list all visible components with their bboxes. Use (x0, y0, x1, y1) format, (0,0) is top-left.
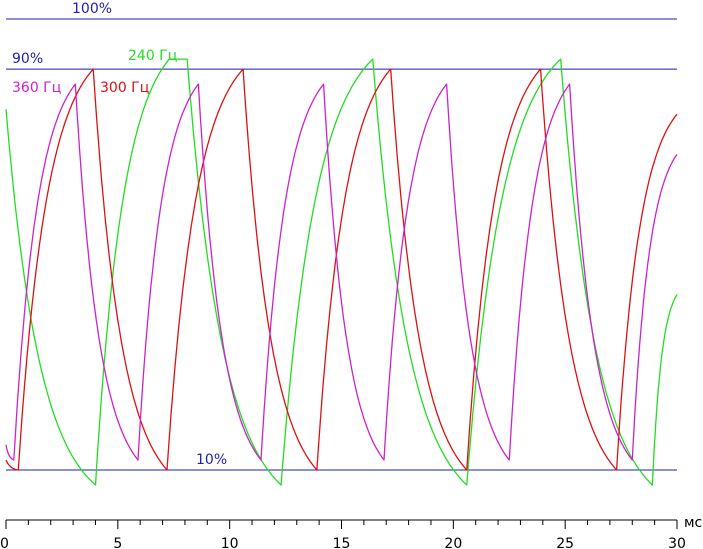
x-axis-unit-label: мс (684, 515, 702, 531)
series-label-1: 240 Гц (128, 48, 177, 64)
x-axis: 0 5 10 15 20 25 30 мс (0, 515, 702, 549)
x-tick-label: 5 (113, 536, 122, 549)
series-lines (5, 58, 678, 486)
x-tick-label: 20 (444, 536, 462, 549)
series-line-3 (5, 83, 678, 461)
x-tick-label: 15 (333, 536, 351, 549)
series-line-2 (5, 68, 678, 471)
reference-label-90: 90% (12, 51, 43, 67)
series-labels: 240 Гц 300 Гц 360 Гц (12, 48, 177, 96)
x-tick-label: 0 (0, 536, 9, 549)
x-tick-label: 10 (221, 536, 239, 549)
reference-label-100: 100% (72, 1, 112, 17)
x-tick-label: 25 (556, 536, 574, 549)
series-label-2: 300 Гц (100, 80, 149, 96)
series-line-1 (5, 58, 678, 486)
series-label-3: 360 Гц (12, 80, 61, 96)
x-tick-label: 30 (668, 536, 686, 549)
reference-lines: 100% 90% 10% (6, 1, 677, 471)
reference-label-10: 10% (196, 452, 227, 468)
